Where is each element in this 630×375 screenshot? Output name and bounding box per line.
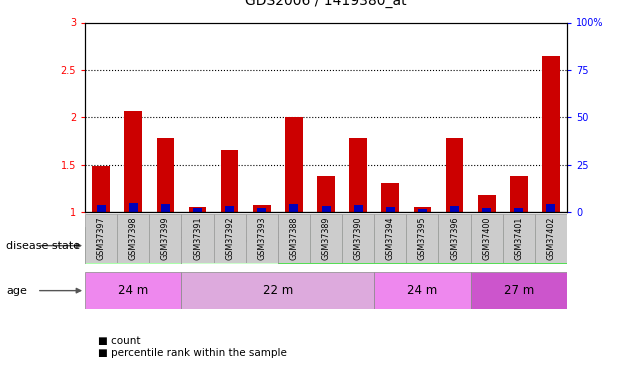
Text: normal: normal: [116, 241, 151, 250]
Bar: [478, 195, 496, 212]
Text: GSM37392: GSM37392: [225, 217, 234, 260]
Bar: [161, 204, 170, 212]
Bar: [413, 207, 432, 212]
Text: tumor: tumor: [408, 241, 437, 250]
Bar: [188, 207, 207, 212]
Text: GDS2006 / 1419380_at: GDS2006 / 1419380_at: [245, 0, 407, 8]
FancyBboxPatch shape: [310, 214, 342, 262]
Text: GSM37402: GSM37402: [546, 217, 556, 260]
Bar: [317, 176, 335, 212]
Bar: [386, 207, 395, 212]
Text: 24 m: 24 m: [118, 284, 149, 297]
Bar: [349, 138, 367, 212]
Bar: [353, 205, 363, 212]
FancyBboxPatch shape: [374, 272, 471, 309]
Bar: [124, 111, 142, 212]
FancyBboxPatch shape: [149, 214, 181, 262]
Bar: [510, 176, 528, 212]
Bar: [253, 205, 271, 212]
FancyBboxPatch shape: [406, 214, 438, 262]
Text: GSM37399: GSM37399: [161, 217, 170, 260]
Bar: [156, 138, 175, 212]
Text: ■ percentile rank within the sample: ■ percentile rank within the sample: [98, 348, 287, 357]
Bar: [289, 204, 299, 212]
FancyBboxPatch shape: [246, 214, 278, 262]
FancyBboxPatch shape: [438, 214, 471, 262]
Text: GSM37397: GSM37397: [96, 217, 106, 260]
Text: GSM37401: GSM37401: [514, 217, 524, 260]
Bar: [193, 208, 202, 212]
Bar: [482, 208, 491, 212]
FancyBboxPatch shape: [85, 214, 117, 262]
Text: GSM37394: GSM37394: [386, 217, 395, 260]
FancyBboxPatch shape: [181, 227, 278, 264]
FancyBboxPatch shape: [374, 214, 406, 262]
Text: age: age: [6, 286, 27, 296]
Bar: [257, 208, 266, 212]
FancyBboxPatch shape: [85, 272, 181, 309]
FancyBboxPatch shape: [471, 214, 503, 262]
Bar: [225, 206, 234, 212]
Text: 22 m: 22 m: [263, 284, 293, 297]
Bar: [445, 138, 464, 212]
Bar: [92, 166, 110, 212]
Text: GSM37396: GSM37396: [450, 217, 459, 260]
Bar: [285, 117, 303, 212]
FancyBboxPatch shape: [181, 214, 214, 262]
FancyBboxPatch shape: [342, 214, 374, 262]
Text: GSM37388: GSM37388: [289, 217, 299, 260]
Text: disease state: disease state: [6, 241, 81, 250]
FancyBboxPatch shape: [503, 214, 535, 262]
FancyBboxPatch shape: [214, 214, 246, 262]
FancyBboxPatch shape: [278, 227, 567, 264]
Bar: [220, 150, 239, 212]
Bar: [96, 205, 106, 212]
Text: 27 m: 27 m: [503, 284, 534, 297]
FancyBboxPatch shape: [181, 272, 374, 309]
FancyBboxPatch shape: [117, 214, 149, 262]
Text: GSM37400: GSM37400: [482, 217, 491, 260]
Bar: [418, 209, 427, 212]
Text: GSM37389: GSM37389: [321, 217, 331, 260]
Bar: [129, 203, 138, 212]
Text: GSM37391: GSM37391: [193, 217, 202, 260]
FancyBboxPatch shape: [85, 227, 181, 264]
Text: non-tumor, adjacent to
tumor: non-tumor, adjacent to tumor: [173, 235, 286, 256]
FancyBboxPatch shape: [278, 214, 310, 262]
Bar: [514, 208, 524, 212]
Bar: [321, 206, 331, 212]
Bar: [546, 204, 556, 212]
Bar: [381, 183, 399, 212]
FancyBboxPatch shape: [535, 214, 567, 262]
Text: GSM37395: GSM37395: [418, 217, 427, 260]
Text: GSM37393: GSM37393: [257, 217, 266, 260]
Text: GSM37398: GSM37398: [129, 217, 138, 260]
Bar: [450, 206, 459, 212]
Text: ■ count: ■ count: [98, 336, 140, 346]
Text: 24 m: 24 m: [407, 284, 438, 297]
Bar: [542, 56, 560, 212]
FancyBboxPatch shape: [471, 272, 567, 309]
Text: GSM37390: GSM37390: [353, 217, 363, 260]
